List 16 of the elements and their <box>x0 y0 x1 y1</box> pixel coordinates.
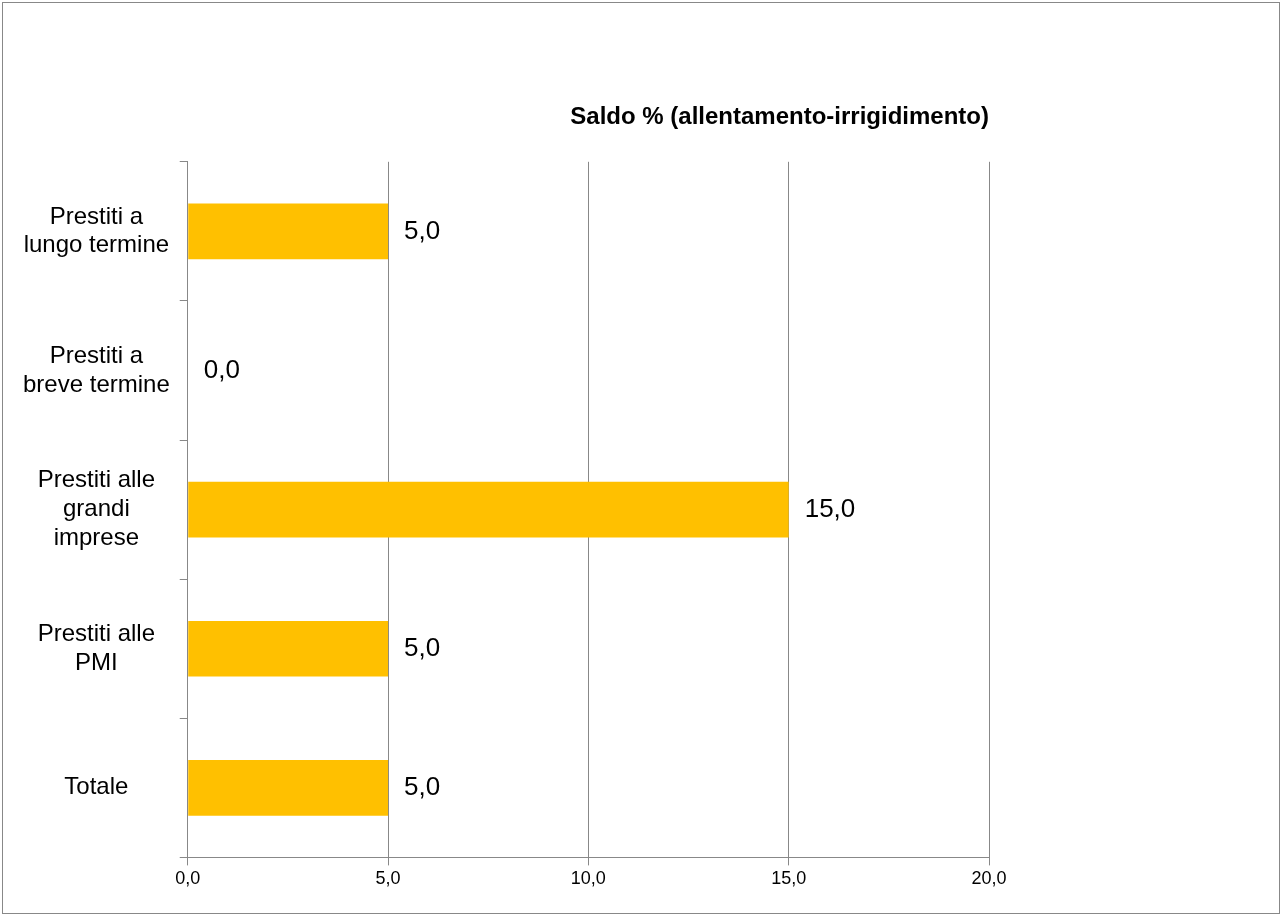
y-tick-label: Prestiti a breve termine <box>23 340 170 397</box>
x-tick-label: 10,0 <box>570 868 606 889</box>
y-tick-label: Prestiti alle grandi imprese <box>37 465 156 551</box>
data-label: 0,0 <box>203 353 240 384</box>
x-tick-label: 20,0 <box>971 868 1007 889</box>
y-tick-label: Prestiti a lungo termine <box>23 201 170 258</box>
data-label: 5,0 <box>404 214 441 245</box>
y-tick-label: Totale <box>64 772 129 800</box>
x-tick-label: 5,0 <box>375 868 401 889</box>
x-tick-label: 15,0 <box>771 868 807 889</box>
data-label: 5,0 <box>404 631 441 662</box>
chart-title: Saldo % (allentamento-irrigidimento) <box>570 102 989 130</box>
y-tick-label: Prestiti alle PMI <box>37 618 156 675</box>
data-label: 15,0 <box>804 492 856 523</box>
x-tick-label: 0,0 <box>175 868 201 889</box>
data-label: 5,0 <box>404 771 441 802</box>
